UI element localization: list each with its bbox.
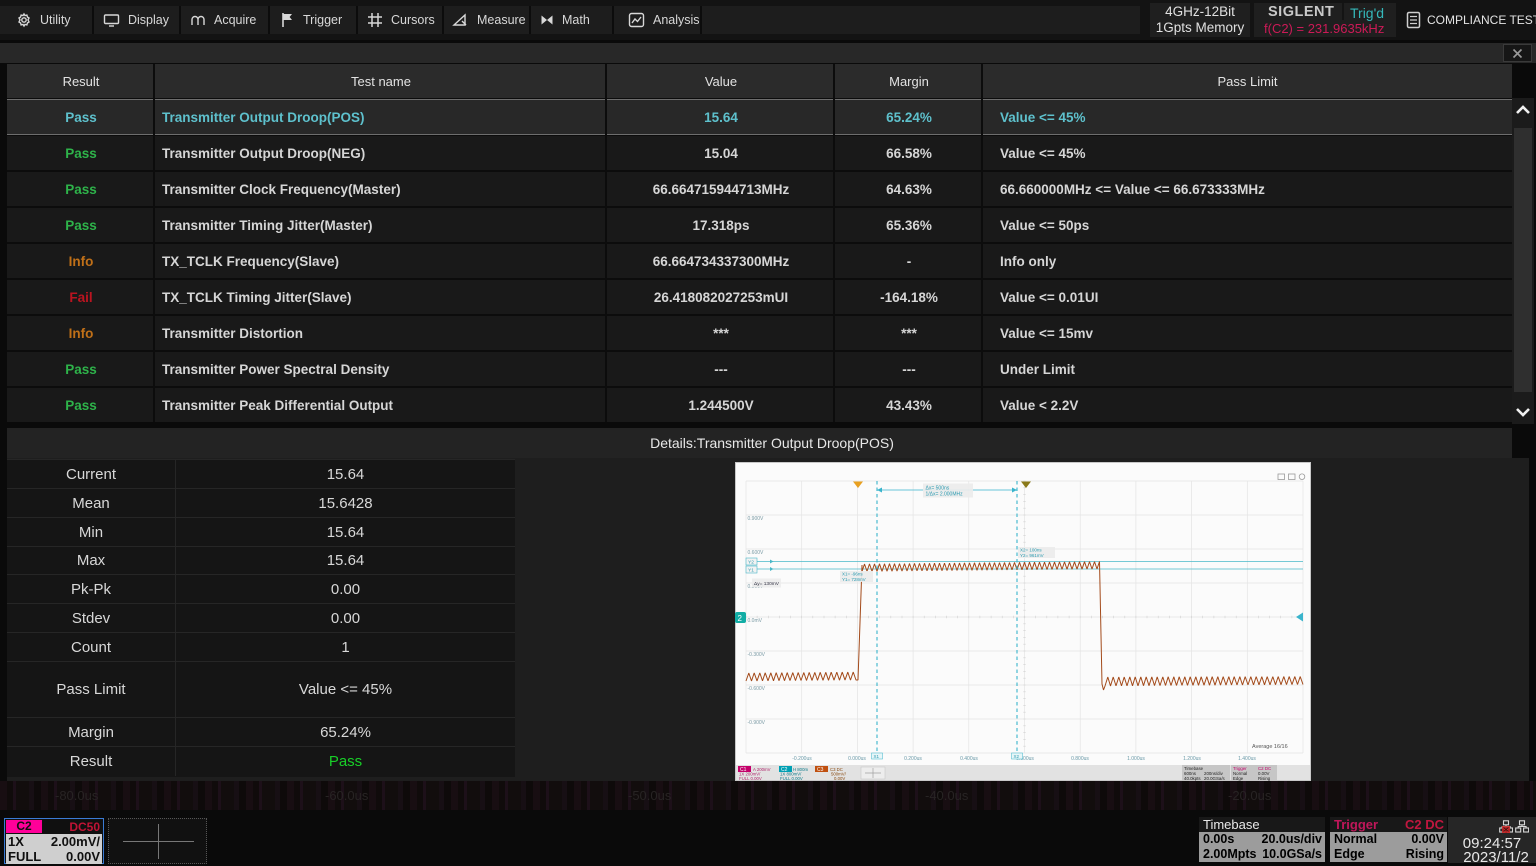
svg-text:20.0GSa/s: 20.0GSa/s: [1204, 776, 1226, 781]
svg-text:FULL 0.00V: FULL 0.00V: [739, 776, 762, 781]
svg-text:2: 2: [738, 614, 743, 623]
svg-text:-0.900V: -0.900V: [748, 720, 766, 726]
svg-text:1.200us: 1.200us: [1183, 756, 1201, 762]
svg-text:500mV/: 500mV/: [831, 772, 847, 777]
svg-text:0.400us: 0.400us: [960, 756, 978, 762]
svg-text:40.0kpts: 40.0kpts: [1184, 776, 1201, 781]
svg-text:-0.600V: -0.600V: [748, 686, 766, 692]
svg-text:0.200us: 0.200us: [904, 756, 922, 762]
svg-text:Y1= 728mV: Y1= 728mV: [842, 577, 866, 582]
svg-text:0.800us: 0.800us: [1071, 756, 1089, 762]
svg-text:Y2= 961mV: Y2= 961mV: [1020, 553, 1044, 558]
svg-text:-0.200us: -0.200us: [792, 756, 812, 762]
svg-text:H 800m: H 800m: [793, 767, 808, 772]
svg-text:C2: C2: [781, 767, 788, 773]
svg-text:FULL 0.00V: FULL 0.00V: [780, 776, 803, 781]
svg-text:Y1: Y1: [748, 568, 754, 574]
svg-text:Rising: Rising: [1258, 776, 1271, 781]
svg-text:C2 DC: C2 DC: [1258, 766, 1271, 771]
svg-text:Δx= 500ns: Δx= 500ns: [926, 486, 950, 492]
svg-text:-0.300V: -0.300V: [748, 652, 766, 658]
svg-text:X1= -96ns: X1= -96ns: [842, 572, 863, 577]
svg-text:X2: X2: [1014, 754, 1020, 759]
svg-text:C3: C3: [817, 767, 824, 773]
svg-text:Y2: Y2: [748, 560, 754, 566]
svg-text:0.600us: 0.600us: [1016, 756, 1034, 762]
svg-text:0.0mV: 0.0mV: [748, 618, 763, 624]
svg-text:600ns: 600ns: [1184, 771, 1197, 776]
svg-text:0.00V: 0.00V: [834, 776, 845, 781]
svg-text:1.000us: 1.000us: [1127, 756, 1145, 762]
svg-text:X2= 100ns: X2= 100ns: [1020, 548, 1042, 553]
svg-text:Edge: Edge: [1233, 776, 1244, 781]
svg-text:Timebase: Timebase: [1184, 766, 1204, 771]
svg-text:1.400us: 1.400us: [1238, 756, 1256, 762]
svg-text:1X 800mV/: 1X 800mV/: [780, 772, 802, 777]
svg-text:0.000us: 0.000us: [848, 756, 866, 762]
svg-text:C1: C1: [740, 767, 747, 773]
svg-text:Normal: Normal: [1233, 771, 1247, 776]
svg-text:A 200mV: A 200mV: [753, 767, 771, 772]
svg-text:200ns/div: 200ns/div: [1204, 771, 1224, 776]
svg-text:0.900V: 0.900V: [748, 516, 765, 522]
svg-text:Average 16/16: Average 16/16: [1252, 744, 1288, 750]
svg-text:1/Δx= 2.000MHz: 1/Δx= 2.000MHz: [926, 492, 964, 498]
svg-text:0.600V: 0.600V: [748, 550, 765, 556]
svg-text:1X 200mV/: 1X 200mV/: [739, 772, 761, 777]
svg-text:Δy= 130mV: Δy= 130mV: [754, 581, 780, 587]
svg-text:0.00V: 0.00V: [1258, 771, 1270, 776]
svg-text:X1: X1: [874, 754, 880, 759]
svg-text:Trigger: Trigger: [1233, 766, 1247, 771]
svg-text:C3 DC: C3 DC: [830, 767, 843, 772]
